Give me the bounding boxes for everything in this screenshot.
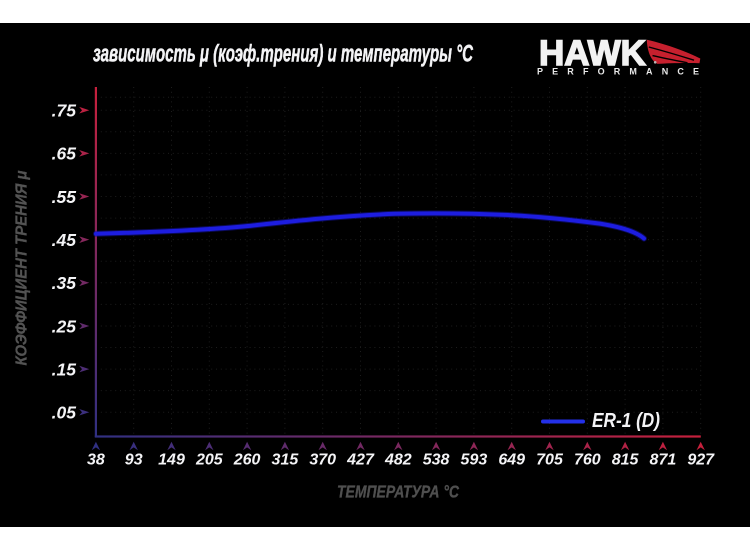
svg-text:871: 871: [650, 452, 677, 469]
svg-text:649: 649: [498, 452, 525, 469]
svg-text:ER-1 (D): ER-1 (D): [592, 410, 660, 432]
svg-text:705: 705: [536, 452, 564, 469]
svg-text:HAWK: HAWK: [539, 34, 646, 73]
svg-text:PERFORMANCE: PERFORMANCE: [537, 67, 708, 77]
svg-text:260: 260: [233, 452, 261, 469]
svg-text:.25: .25: [52, 316, 77, 336]
svg-text:38: 38: [87, 452, 105, 469]
svg-text:538: 538: [423, 452, 450, 469]
svg-text:593: 593: [461, 452, 488, 469]
svg-text:149: 149: [158, 452, 185, 469]
svg-text:.45: .45: [52, 230, 77, 250]
svg-text:927: 927: [687, 452, 715, 469]
svg-text:ТЕМПЕРАТУРА °C: ТЕМПЕРАТУРА °C: [337, 482, 459, 502]
svg-text:815: 815: [612, 452, 640, 469]
svg-text:205: 205: [195, 452, 224, 469]
svg-text:482: 482: [384, 452, 412, 469]
svg-text:.55: .55: [52, 187, 77, 207]
svg-text:315: 315: [272, 452, 300, 469]
svg-text:КОЭФФИЦИЕНТ ТРЕНИЯ μ: КОЭФФИЦИЕНТ ТРЕНИЯ μ: [14, 170, 31, 365]
svg-text:93: 93: [125, 452, 143, 469]
svg-text:.35: .35: [52, 273, 77, 293]
svg-text:370: 370: [309, 452, 336, 469]
svg-text:.05: .05: [52, 403, 77, 423]
svg-text:.75: .75: [52, 101, 77, 121]
svg-text:.15: .15: [52, 359, 77, 379]
svg-text:427: 427: [346, 452, 375, 469]
svg-text:зависимость μ (коэф.трения) и: зависимость μ (коэф.трения) и температур…: [93, 41, 473, 68]
svg-text:760: 760: [574, 452, 601, 469]
svg-text:.65: .65: [52, 144, 77, 164]
